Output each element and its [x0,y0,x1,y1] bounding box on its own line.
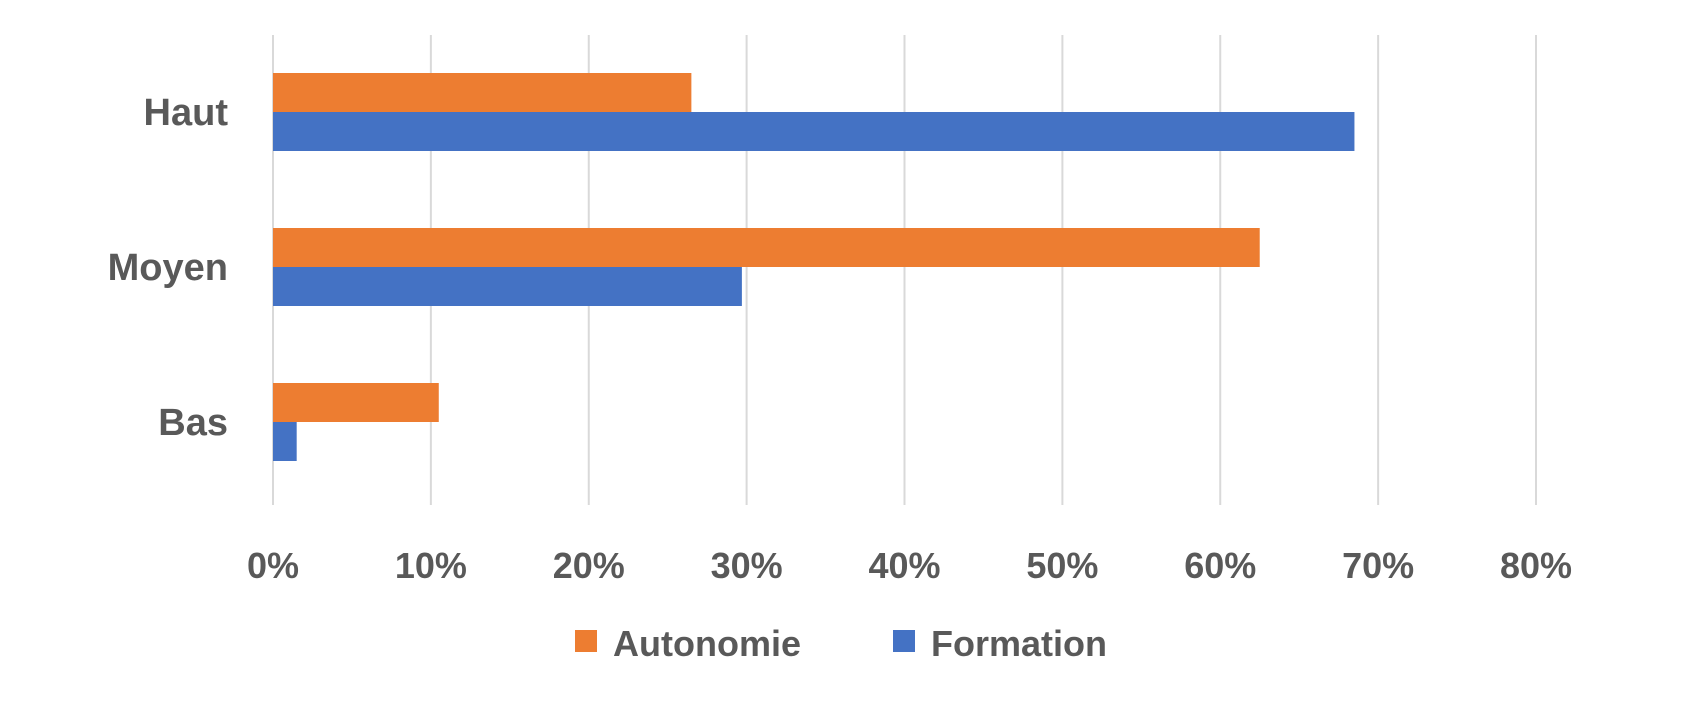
bar-formation-haut [273,112,1355,151]
legend-swatch-formation [893,630,915,652]
x-tick-label: 30% [711,545,783,586]
x-tick-label: 40% [868,545,940,586]
category-label: Moyen [108,247,228,289]
x-tick-label: 10% [395,545,467,586]
x-tick-label: 80% [1500,545,1572,586]
bar-formation-bas [273,422,297,461]
bar-autonomie-bas [273,383,439,422]
bar-autonomie-moyen [273,228,1260,267]
legend: Autonomie Formation [575,623,1107,664]
x-tick-label: 70% [1342,545,1414,586]
x-tick-label: 20% [553,545,625,586]
bar-autonomie-haut [273,73,692,112]
category-label: Haut [144,92,229,134]
bars [273,73,1355,461]
x-tick-labels: 0% 10% 20% 30% 40% 50% 60% 70% 80% [247,545,1572,586]
legend-label-formation: Formation [931,623,1107,664]
legend-swatch-autonomie [575,630,597,652]
category-labels: Haut Moyen Bas [108,92,229,444]
legend-label-autonomie: Autonomie [613,623,801,664]
x-tick-label: 0% [247,545,299,586]
bar-formation-moyen [273,267,742,306]
x-tick-label: 50% [1026,545,1098,586]
x-tick-label: 60% [1184,545,1256,586]
category-label: Bas [158,402,228,444]
